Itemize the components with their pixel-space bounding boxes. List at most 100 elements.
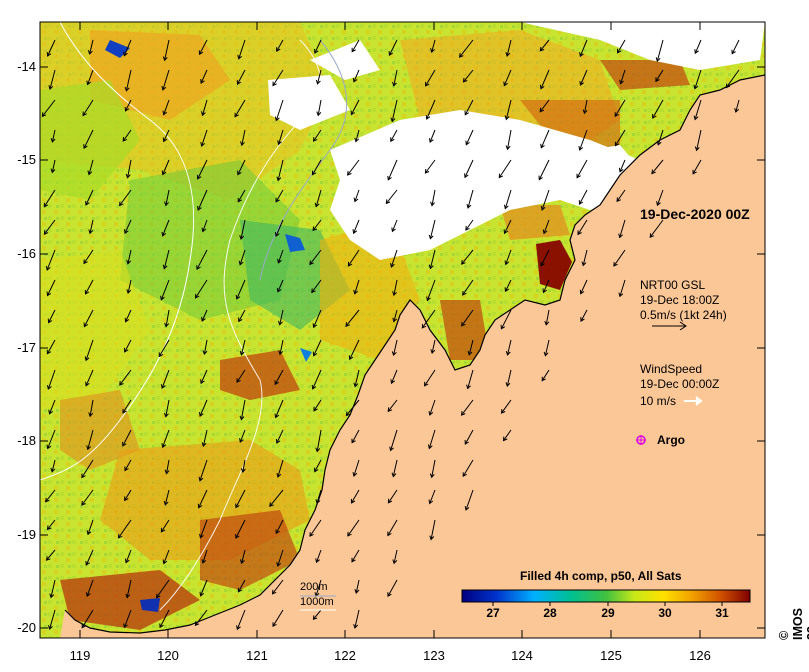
current-vector: [731, 39, 740, 54]
current-vector-head: [162, 110, 168, 116]
current-vector-head: [312, 323, 318, 329]
current-vector: [118, 519, 132, 539]
current-vector-head: [117, 533, 123, 539]
land-mass: [60, 75, 765, 638]
current-vector: [200, 369, 208, 384]
current-vector-head: [390, 137, 395, 143]
current-vector-head: [125, 173, 131, 179]
current-vector-head: [119, 380, 124, 386]
current-vector-head: [540, 261, 545, 267]
current-vector: [87, 519, 94, 535]
current-vector: [81, 609, 94, 628]
current-vector: [580, 69, 588, 86]
current-vector-head: [351, 47, 356, 53]
current-vector-head: [540, 205, 546, 211]
current-vector-head: [354, 589, 360, 594]
current-vector: [279, 339, 284, 355]
current-vector-head: [162, 264, 168, 270]
current-vector: [580, 279, 588, 294]
current-vector-head: [44, 497, 50, 503]
current-vector-head: [580, 317, 585, 322]
current-vector-head: [272, 622, 277, 628]
current-vector: [349, 339, 360, 360]
current-vector-head: [161, 443, 167, 449]
current-vector: [545, 309, 550, 325]
current-vector-head: [429, 473, 435, 479]
lat-tick: -14: [17, 59, 36, 74]
current-vector-head: [46, 444, 52, 450]
current-vector: [315, 189, 322, 207]
current-vector: [124, 339, 132, 353]
current-vector-head: [390, 379, 395, 385]
current-vector: [51, 159, 56, 173]
current-vector-head: [467, 350, 473, 356]
current-vector: [616, 189, 626, 202]
current-legend-scale: 0.5m/s (1kt 24h): [640, 308, 727, 322]
current-vector: [127, 249, 132, 264]
current-vector-head: [274, 413, 280, 419]
current-vector-head: [614, 141, 620, 147]
current-vector: [238, 309, 246, 322]
current-vector: [505, 99, 512, 120]
current-vector-head: [616, 197, 621, 203]
current-vector-head: [313, 406, 318, 412]
current-vector-head: [314, 467, 319, 473]
current-vector: [124, 459, 132, 471]
current-vector-head: [196, 265, 201, 271]
current-vector-head: [311, 288, 316, 294]
current-vector: [199, 519, 208, 538]
current-vector-head: [542, 288, 548, 294]
current-vector-head: [428, 264, 434, 270]
current-vector: [50, 579, 56, 598]
current-vector-head: [424, 168, 430, 174]
current-vector-head: [239, 559, 245, 565]
current-vector: [312, 219, 322, 231]
current-vector-head: [236, 378, 241, 383]
current-vector-head: [43, 230, 49, 235]
current-vector-head: [347, 531, 352, 537]
current-vector-head: [236, 625, 241, 631]
current-vector-head: [464, 173, 469, 179]
current-vector-head: [86, 445, 92, 451]
current-vector-head: [239, 438, 244, 443]
colorbar-title: Filled 4h comp, p50, All Sats: [520, 569, 682, 583]
current-vector-head: [194, 621, 200, 627]
current-vector-head: [649, 233, 655, 238]
current-vector: [461, 309, 474, 327]
current-vector-head: [197, 503, 203, 509]
current-vector: [85, 549, 94, 566]
wind-legend-time: 19-Dec 00:00Z: [640, 377, 720, 391]
current-vector-head: [41, 112, 47, 118]
lat-tick: -15: [17, 152, 36, 167]
current-vector: [354, 279, 360, 294]
current-vector: [234, 99, 246, 117]
current-vector: [47, 279, 56, 296]
current-vector-head: [275, 529, 280, 535]
current-vector: [387, 519, 398, 536]
current-vector: [390, 249, 398, 268]
current-vector-head: [614, 112, 619, 118]
current-vector-head: [276, 47, 281, 52]
current-vector: [539, 39, 550, 52]
colorbar-tick-label: 27: [486, 606, 500, 620]
current-vector-head: [425, 114, 431, 120]
current-vector-head: [85, 592, 91, 598]
current-vector: [311, 279, 322, 293]
current-vector-head: [315, 447, 321, 453]
current-vector-head: [618, 167, 624, 173]
current-vector: [89, 399, 94, 417]
current-vector-head: [238, 317, 243, 323]
current-vector: [584, 99, 588, 114]
current-vector-head: [234, 112, 239, 118]
current-vector-head: [276, 472, 282, 478]
current-vector: [431, 189, 436, 206]
current-vector-head: [201, 316, 206, 322]
current-vector: [619, 159, 626, 172]
argo-label: Argo: [657, 433, 685, 447]
current-vector-head: [314, 48, 319, 54]
current-vector-head: [124, 347, 129, 353]
current-vector-head: [391, 227, 396, 233]
current-vector: [317, 99, 322, 116]
current-vector-head: [274, 380, 279, 386]
current-vector-head: [390, 262, 395, 268]
